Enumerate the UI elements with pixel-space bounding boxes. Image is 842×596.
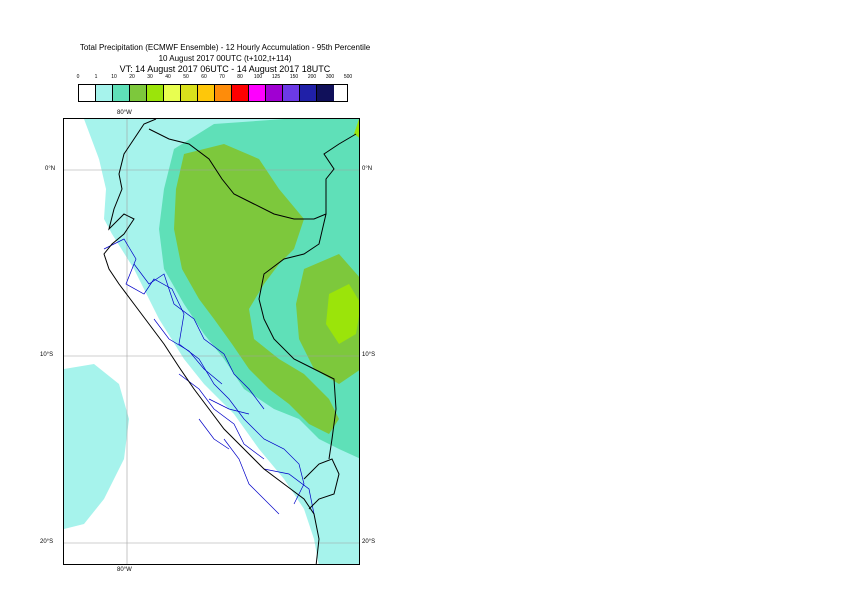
legend-labels: 0 1 10 20 30 40 50 60 70 80 100 125 150 200 300 500 xyxy=(76,74,353,83)
legend-tick-label: 70 xyxy=(219,74,225,80)
lat-label-right-0: 0°N xyxy=(362,166,373,172)
map-title: Total Precipitation (ECMWF Ensemble) - 1… xyxy=(79,43,371,52)
legend-swatch xyxy=(317,85,334,101)
lat-label-left-20: 20°S xyxy=(40,539,54,545)
lat-label-right-10: 10°S xyxy=(362,352,376,358)
legend-swatch xyxy=(198,85,215,101)
lat-label-left-10: 10°S xyxy=(40,352,54,358)
border-south xyxy=(303,458,340,510)
legend-tick-label: 60 xyxy=(201,74,207,80)
precip-zone-offshore-2 xyxy=(92,127,136,164)
border-east xyxy=(258,213,337,460)
legend-swatch xyxy=(79,85,96,101)
legend-swatch xyxy=(181,85,198,101)
color-legend: 0 1 10 20 30 40 50 60 70 80 100 125 150 200 300 500 xyxy=(76,74,353,102)
legend-tick-label: 40 xyxy=(165,74,171,80)
regional-borders xyxy=(103,238,315,515)
legend-swatch xyxy=(266,85,283,101)
precip-zone-green xyxy=(174,144,339,434)
legend-swatch xyxy=(300,85,317,101)
legend-tick-label: 100 xyxy=(253,74,263,80)
legend-swatch xyxy=(215,85,232,101)
precipitation-map xyxy=(63,118,360,565)
legend-swatch xyxy=(249,85,266,101)
legend-tick-label: 80 xyxy=(237,74,243,80)
legend-swatch xyxy=(96,85,113,101)
legend-swatch xyxy=(147,85,164,101)
precip-zone-lime-2 xyxy=(354,119,359,138)
legend-tick-label: 10 xyxy=(111,74,117,80)
legend-tick-label: 500 xyxy=(343,74,353,80)
graticule xyxy=(64,119,359,564)
border-north xyxy=(148,128,357,220)
legend-tick-label: 0 xyxy=(76,74,80,80)
map-canvas xyxy=(64,119,359,564)
legend-bar xyxy=(78,84,348,102)
lat-label-left-0: 0°N xyxy=(45,166,56,172)
legend-tick-label: 150 xyxy=(289,74,299,80)
title-block: Total Precipitation (ECMWF Ensemble) - 1… xyxy=(40,42,410,75)
legend-tick-label: 20 xyxy=(129,74,135,80)
lat-label-right-20: 20°S xyxy=(362,539,376,545)
legend-tick-label: 125 xyxy=(271,74,281,80)
precip-zone-lime xyxy=(326,284,359,344)
legend-swatch xyxy=(113,85,130,101)
legend-tick-label: 1 xyxy=(94,74,98,80)
lon-label-top: 80°W xyxy=(117,110,132,116)
country-borders xyxy=(103,119,357,564)
valid-time: VT: 14 August 2017 06UTC - 14 August 201… xyxy=(119,64,331,74)
legend-tick-label: 30 xyxy=(147,74,153,80)
legend-swatch xyxy=(232,85,249,101)
legend-tick-label: 200 xyxy=(307,74,317,80)
legend-swatch xyxy=(164,85,181,101)
precip-zone-offshore xyxy=(64,364,129,529)
legend-swatch xyxy=(283,85,300,101)
legend-swatch xyxy=(130,85,147,101)
coastline xyxy=(103,119,320,564)
legend-tick-label: 50 xyxy=(183,74,189,80)
legend-tick-label: 300 xyxy=(325,74,335,80)
lon-label-bottom: 80°W xyxy=(117,567,132,573)
base-time: 10 August 2017 00UTC (t+102,t+114) xyxy=(158,54,292,63)
